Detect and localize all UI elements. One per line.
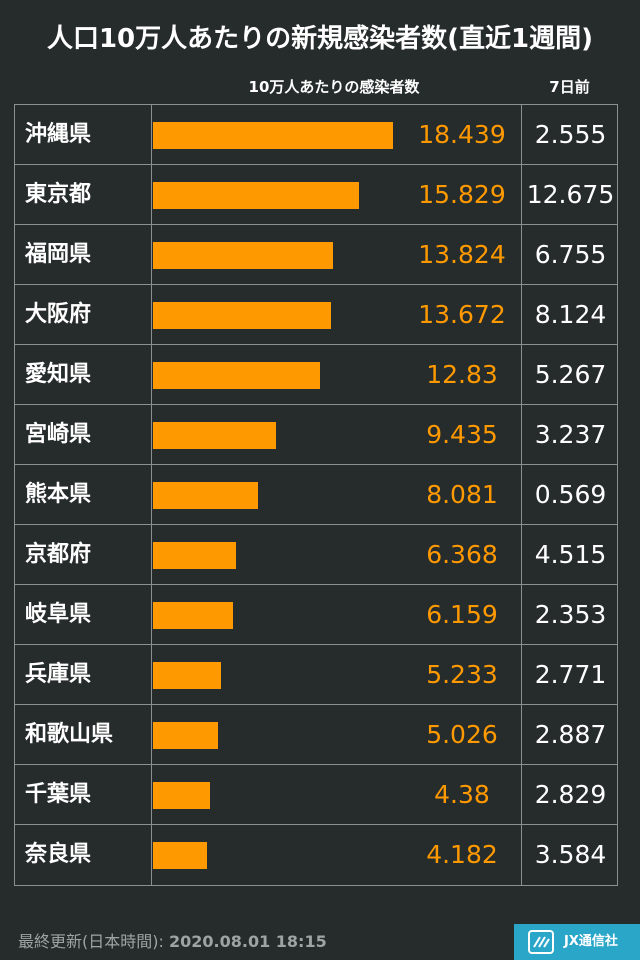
bar [153,482,259,509]
rate-value: 5.233 [426,660,498,689]
bar [153,362,320,389]
last-updated-date: 2020.08.01 18:15 [168,932,327,951]
prefecture-label: 宮崎県 [25,422,92,447]
brand-logo-text: JX通信社 [564,934,618,949]
column-divider [521,105,522,885]
rate-value: 5.026 [426,720,498,749]
bar [153,122,393,149]
rate-value: 13.824 [418,240,506,269]
table-row: 福岡県 13.824 6.755 [15,225,617,285]
prefecture-label: 熊本県 [25,482,92,507]
prefecture-label: 和歌山県 [25,722,114,747]
table-row: 沖縄県 18.439 2.555 [15,105,617,165]
brand-logo: JX通信社 [514,924,640,960]
bar [153,662,222,689]
prev-week-value: 3.237 [534,420,607,449]
prev-week-value: 2.353 [534,600,607,629]
prev-week-value: 2.555 [534,120,607,149]
data-table: 沖縄県 18.439 2.555 東京都 15.829 12.675 福岡県 13.824 6.… [14,104,618,886]
table-row: 熊本県 8.081 0.569 [15,465,617,525]
prev-week-value: 4.515 [534,540,607,569]
prefecture-label: 愛知県 [25,362,92,387]
prev-week-value: 0.569 [534,480,607,509]
prefecture-label: 京都府 [25,542,92,567]
prev-week-value: 2.771 [534,660,607,689]
last-updated: 最終更新(日本時間): 2020.08.01 18:15 [18,928,327,952]
prefecture-label: 大阪府 [25,302,92,327]
bar [153,542,236,569]
rate-value: 8.081 [426,480,498,509]
prev-week-value: 2.887 [534,720,607,749]
prev-week-value: 3.584 [534,840,607,869]
column-divider [151,105,152,885]
bar [153,422,276,449]
prefecture-label: 奈良県 [25,842,92,867]
table-row: 岐阜県 6.159 2.353 [15,585,617,645]
prev-week-value: 6.755 [534,240,607,269]
prev-week-value: 8.124 [534,300,607,329]
rate-value: 18.439 [418,120,506,149]
table-row: 大阪府 13.672 8.124 [15,285,617,345]
rate-value: 12.83 [426,360,498,389]
bar [153,842,208,869]
prefecture-label: 東京都 [25,182,92,207]
jx-logo-icon [528,930,554,954]
table-row: 兵庫県 5.233 2.771 [15,645,617,705]
table-row: 千葉県 4.38 2.829 [15,765,617,825]
chart-title: 人口10万人あたりの新規感染者数(直近1週間) [46,24,594,54]
prev-week-value: 2.829 [534,780,607,809]
rate-value: 6.159 [426,600,498,629]
prefecture-label: 兵庫県 [25,662,92,687]
prefecture-label: 福岡県 [25,242,92,267]
prefecture-label: 千葉県 [25,782,92,807]
rate-value: 4.38 [434,780,490,809]
column-header-prev: 7日前 [549,78,590,96]
table-row: 東京都 15.829 12.675 [15,165,617,225]
table-row: 奈良県 4.182 3.584 [15,825,617,885]
table-row: 京都府 6.368 4.515 [15,525,617,585]
rate-value: 13.672 [418,300,506,329]
last-updated-label: 最終更新(日本時間): [18,932,164,951]
prev-week-value: 12.675 [526,180,615,209]
prefecture-label: 岐阜県 [25,602,92,627]
table-row: 和歌山県 5.026 2.887 [15,705,617,765]
bar [153,722,219,749]
table-row: 宮崎県 9.435 3.237 [15,405,617,465]
bar [153,602,234,629]
rate-value: 9.435 [426,420,498,449]
table-row: 愛知県 12.83 5.267 [15,345,617,405]
rate-value: 4.182 [426,840,498,869]
bar [153,782,210,809]
rate-value: 15.829 [418,180,506,209]
prev-week-value: 5.267 [534,360,607,389]
bar [153,302,331,329]
prefecture-label: 沖縄県 [25,122,92,147]
rate-value: 6.368 [426,540,498,569]
bar [153,242,333,269]
column-header-rate: 10万人あたりの感染者数 [248,78,420,96]
bar [153,182,360,209]
